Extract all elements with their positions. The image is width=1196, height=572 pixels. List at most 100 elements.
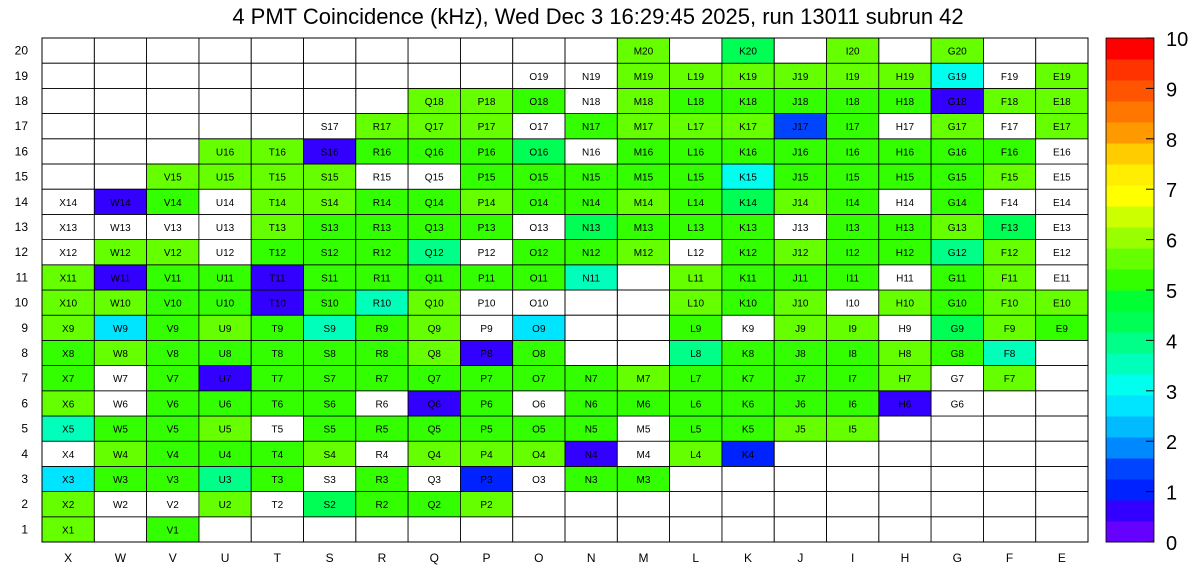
heatmap-cell-H12 xyxy=(878,239,932,266)
heatmap-cell-L16 xyxy=(669,138,723,165)
colorbar-tick-label: 6 xyxy=(1166,231,1177,253)
cell-label-H16: H16 xyxy=(896,147,915,158)
cell-label-Q6: Q6 xyxy=(428,399,442,410)
cell-label-L6: L6 xyxy=(690,399,702,410)
heatmap-cell-L10 xyxy=(669,289,723,316)
heatmap-cell-U7 xyxy=(198,365,252,392)
cell-label-F8: F8 xyxy=(1004,349,1016,360)
cell-label-H7: H7 xyxy=(899,374,912,385)
cell-label-L7: L7 xyxy=(690,374,702,385)
heatmap-cell-O3 xyxy=(512,465,566,492)
cell-label-U5: U5 xyxy=(219,425,232,436)
heatmap-cell-U14 xyxy=(198,188,252,215)
cell-label-G9: G9 xyxy=(951,324,965,335)
cell-label-K5: K5 xyxy=(742,425,755,436)
heatmap-cell-T2 xyxy=(250,491,304,518)
heatmap-cell-L18 xyxy=(669,88,723,115)
heatmap-cell-O9 xyxy=(512,314,566,341)
heatmap-cell-R14 xyxy=(355,188,409,215)
cell-label-P16: P16 xyxy=(478,147,496,158)
colorbar-segment xyxy=(1106,227,1154,249)
heatmap-cell-R10 xyxy=(355,289,409,316)
heatmap-cell-N19 xyxy=(564,62,618,89)
cell-label-R11: R11 xyxy=(373,273,391,284)
colorbar-segment xyxy=(1106,437,1154,459)
heatmap-cell-Q13 xyxy=(407,213,461,240)
heatmap-cell-K16 xyxy=(721,138,775,165)
y-tick-label: 4 xyxy=(21,447,28,461)
heatmap-cell-H11 xyxy=(878,264,932,291)
cell-label-P5: P5 xyxy=(480,425,493,436)
cell-label-X5: X5 xyxy=(62,425,75,436)
heatmap-cell-V7 xyxy=(146,365,200,392)
x-tick-label: F xyxy=(1006,551,1013,565)
heatmap-cell-T4 xyxy=(250,440,304,467)
cell-label-J7: J7 xyxy=(795,374,806,385)
heatmap-cell-P12 xyxy=(459,239,514,266)
heatmap-cell-F11 xyxy=(983,264,1037,291)
colorbar-segment xyxy=(1106,143,1154,165)
cell-label-I6: I6 xyxy=(848,399,857,410)
heatmap-cell-F19 xyxy=(983,62,1037,89)
y-tick-label: 20 xyxy=(15,44,29,58)
heatmap-cell-T10 xyxy=(250,289,304,316)
cell-label-F18: F18 xyxy=(1001,97,1019,108)
cell-label-Q16: Q16 xyxy=(425,147,444,158)
cell-label-U10: U10 xyxy=(216,299,235,310)
cell-label-K4: K4 xyxy=(742,450,755,461)
heatmap-cell-L11 xyxy=(669,264,723,291)
colorbar-tick-label: 1 xyxy=(1166,483,1177,505)
heatmap-cell-V14 xyxy=(146,188,200,215)
heatmap-cell-H9 xyxy=(878,314,932,341)
colorbar-segment xyxy=(1106,290,1154,312)
cell-label-S8: S8 xyxy=(324,349,337,360)
cell-label-T11: T11 xyxy=(269,273,286,284)
cell-label-T13: T13 xyxy=(269,223,287,234)
heatmap-cell-N6 xyxy=(564,390,618,417)
cell-label-M3: M3 xyxy=(636,475,650,486)
cell-label-F17: F17 xyxy=(1001,122,1019,133)
cell-label-L8: L8 xyxy=(690,349,702,360)
heatmap-cell-P15 xyxy=(459,163,514,190)
heatmap-cell-J6 xyxy=(773,390,827,417)
cell-label-K19: K19 xyxy=(739,72,757,83)
heatmap-cell-W6 xyxy=(93,390,148,417)
colorbar-tick-label: 5 xyxy=(1166,281,1177,303)
cell-label-N6: N6 xyxy=(585,399,598,410)
colorbar-segment xyxy=(1106,500,1154,522)
cell-label-S2: S2 xyxy=(324,500,337,511)
heatmap-cell-P8 xyxy=(459,339,514,366)
cell-label-S5: S5 xyxy=(324,425,337,436)
cell-label-I17: I17 xyxy=(846,122,860,133)
heatmap-cell-R6 xyxy=(355,390,409,417)
colorbar-tick-label: 2 xyxy=(1166,432,1177,454)
heatmap-cell-N15 xyxy=(564,163,618,190)
cell-label-O4: O4 xyxy=(532,450,546,461)
y-tick-label: 3 xyxy=(21,472,28,486)
cell-label-U7: U7 xyxy=(219,374,232,385)
heatmap-cell-E9 xyxy=(1035,314,1089,341)
x-tick-label: T xyxy=(274,551,282,565)
cell-label-P3: P3 xyxy=(480,475,493,486)
cell-label-T7: T7 xyxy=(272,374,284,385)
heatmap-cell-Q17 xyxy=(407,113,461,140)
cell-label-E9: E9 xyxy=(1056,324,1069,335)
cell-label-V7: V7 xyxy=(167,374,180,385)
heatmap-cell-K8 xyxy=(721,339,775,366)
heatmap-cell-J17 xyxy=(773,113,827,140)
heatmap-cell-N5 xyxy=(564,415,618,442)
cell-label-O11: O11 xyxy=(530,273,549,284)
heatmap-cell-F13 xyxy=(983,213,1037,240)
cell-label-R10: R10 xyxy=(373,299,392,310)
heatmap-cell-M18 xyxy=(616,88,670,115)
cell-label-K16: K16 xyxy=(739,147,757,158)
y-tick-label: 18 xyxy=(15,94,29,108)
cell-label-H19: H19 xyxy=(896,72,915,83)
heatmap-cell-L5 xyxy=(669,415,723,442)
cell-label-M19: M19 xyxy=(634,72,654,83)
heatmap-cell-E15 xyxy=(1035,163,1089,190)
heatmap-cell-H13 xyxy=(878,213,932,240)
heatmap-cell-F15 xyxy=(983,163,1037,190)
colorbar-tick-label: 9 xyxy=(1166,79,1177,101)
cell-label-U6: U6 xyxy=(219,399,232,410)
